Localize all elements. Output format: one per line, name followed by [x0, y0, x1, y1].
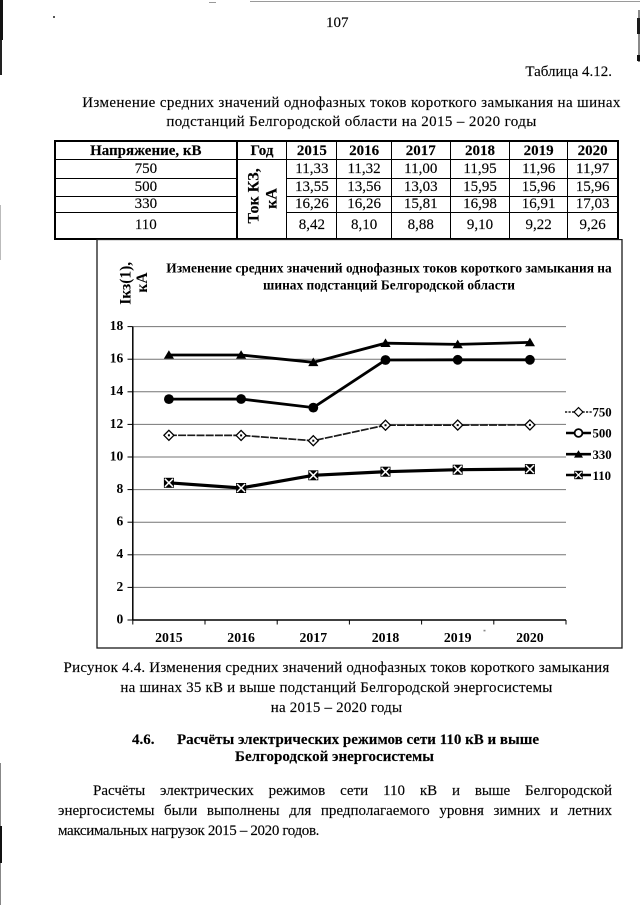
- svg-text:16: 16: [110, 351, 124, 366]
- svg-text:8: 8: [117, 481, 124, 496]
- svg-text:Iкз(1),: Iкз(1),: [117, 262, 134, 305]
- svg-text:шинах подстанций Белгородской: шинах подстанций Белгородской области: [263, 278, 515, 293]
- svg-text:6: 6: [117, 514, 124, 529]
- svg-text:2020: 2020: [516, 630, 544, 645]
- svg-text:2019: 2019: [444, 630, 472, 645]
- svg-text:2018: 2018: [372, 630, 400, 645]
- svg-text:4: 4: [117, 546, 124, 561]
- svg-text:2: 2: [117, 579, 124, 594]
- svg-text:Изменение средних значений одн: Изменение средних значений однофазных то…: [166, 261, 612, 276]
- svg-text:12: 12: [110, 416, 124, 431]
- svg-text:18: 18: [110, 318, 124, 333]
- svg-text:2016: 2016: [227, 630, 255, 645]
- svg-text:110: 110: [593, 469, 612, 483]
- svg-text:500: 500: [593, 427, 612, 441]
- svg-text:750: 750: [593, 405, 612, 419]
- svg-text:10: 10: [110, 448, 124, 463]
- svg-text:2017: 2017: [300, 630, 328, 645]
- svg-text:330: 330: [593, 448, 612, 462]
- svg-text:кА: кА: [134, 272, 151, 293]
- svg-text:0: 0: [117, 611, 124, 626]
- svg-text:14: 14: [110, 383, 124, 398]
- svg-text:2015: 2015: [155, 630, 183, 645]
